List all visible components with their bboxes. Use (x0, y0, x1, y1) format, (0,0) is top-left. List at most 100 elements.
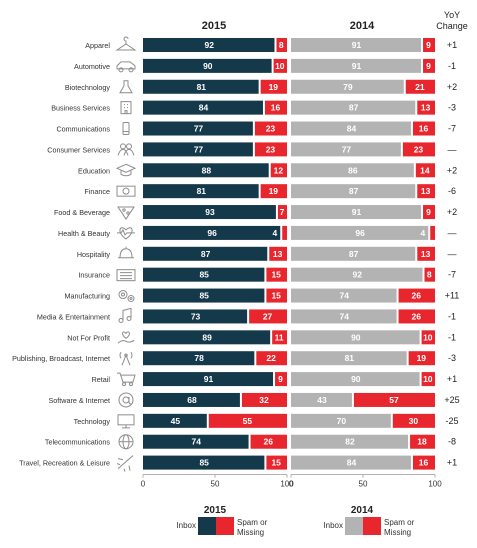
shopping-cart-icon (117, 372, 136, 387)
category-label-apparel: Apparel (85, 41, 110, 50)
bar-2014-inbox-insurance (291, 267, 423, 282)
label-2014-spam-software-internet: 57 (389, 395, 399, 405)
label-2015-spam-travel-recreation-leisure: 15 (271, 458, 281, 468)
label-2015-inbox-education: 88 (202, 165, 212, 175)
bar-2015-spam-telecommunications (250, 434, 287, 449)
label-2014-spam-media-entertainment: 26 (412, 311, 422, 321)
legend-spam-label-2014-line2: Missing (384, 528, 411, 537)
bar-2015-spam-education (270, 163, 287, 178)
legend-spam-label-2015-line2: Missing (237, 528, 264, 537)
yoy-change-apparel: +1 (447, 40, 457, 50)
bar-2014-spam-food-beverage (423, 205, 435, 220)
yoy-change-retail: +1 (447, 374, 457, 384)
bar-2015-inbox-communications (143, 121, 253, 136)
bar-2014-spam-consumer-services (402, 142, 435, 157)
label-2014-spam-insurance: 8 (427, 270, 432, 280)
header-yoy-line1: YoY (444, 10, 460, 20)
bar-2015-spam-communications (254, 121, 287, 136)
label-2014-spam-publishing-broadcast-internet: 19 (417, 353, 427, 363)
category-label-education: Education (78, 166, 110, 175)
label-2014-spam-automotive: 9 (426, 61, 431, 71)
label-2015-inbox-finance: 81 (197, 186, 207, 196)
label-2014-spam-biotechnology: 21 (415, 82, 425, 92)
label-2015-inbox-insurance: 85 (199, 270, 209, 280)
bar-2015-inbox-food-beverage (143, 205, 276, 220)
building-icon (120, 101, 132, 115)
yoy-change-manufacturing: +11 (445, 291, 460, 301)
row-apparel: Apparel 92 8 91 9 +1 (85, 38, 457, 52)
bar-2015-inbox-consumer-services (143, 142, 253, 157)
legend-swatch-spam-2015 (216, 517, 234, 535)
legend-spam-label-2015-line1: Spam or (237, 518, 268, 527)
label-2015-inbox-business-services: 84 (199, 103, 209, 113)
label-2014-inbox-health-beauty: 96 (355, 228, 365, 238)
bar-2014-spam-business-services (417, 100, 435, 115)
yoy-change-business-services: -3 (448, 103, 456, 113)
label-2014-inbox-publishing-broadcast-internet: 81 (345, 353, 355, 363)
bar-2014-spam-apparel (423, 38, 435, 52)
legend-swatch-spam-2014 (363, 517, 381, 535)
bar-2015-inbox-automotive (143, 58, 272, 73)
x-tick-label-2015-0: 0 (141, 480, 146, 489)
row-travel-recreation-leisure: Travel, Recreation & Leisure 85 15 84 16 +1 (19, 455, 457, 470)
row-telecommunications: Telecommunications 74 26 82 18 -8 (45, 434, 456, 449)
bar-2015-spam-not-for-profit (272, 330, 287, 345)
airplane-icon (116, 455, 134, 472)
label-2015-inbox-consumer-services: 77 (194, 144, 204, 154)
bar-2014-spam-automotive (423, 58, 435, 73)
row-health-beauty: Health & Beauty 96 4 96 4 — (58, 225, 457, 240)
label-2015-inbox-hospitality: 87 (201, 249, 211, 259)
bar-2014-inbox-media-entertainment (291, 309, 397, 324)
bar-2014-spam-telecommunications (410, 434, 435, 449)
label-2014-spam-not-for-profit: 10 (423, 332, 433, 342)
label-2014-spam-education: 14 (420, 165, 430, 175)
label-2015-spam-communications: 23 (266, 124, 276, 134)
row-publishing-broadcast-internet: Publishing, Broadcast, Internet 78 22 81 19 -… (12, 351, 456, 366)
flask-icon (119, 80, 133, 94)
bar-2015-inbox-health-beauty (143, 225, 281, 240)
label-2014-spam-retail: 10 (423, 374, 433, 384)
yoy-change-not-for-profit: -1 (448, 332, 456, 342)
category-label-consumer-services: Consumer Services (47, 145, 110, 154)
bar-2015-inbox-media-entertainment (143, 309, 248, 324)
label-2015-spam-publishing-broadcast-internet: 22 (266, 353, 276, 363)
label-2015-spam-automotive: 10 (275, 61, 285, 71)
label-2014-spam-communications: 16 (419, 124, 429, 134)
bar-2014-inbox-consumer-services (291, 142, 401, 157)
row-manufacturing: Manufacturing 85 15 74 26 +11 (64, 288, 460, 303)
bar-2015-spam-insurance (266, 267, 287, 282)
car-icon (116, 61, 136, 73)
bar-2015-inbox-retail (143, 372, 274, 387)
category-label-automotive: Automotive (74, 62, 110, 71)
bar-2014-spam-not-for-profit (421, 330, 435, 345)
label-2014-inbox-business-services: 87 (349, 103, 359, 113)
label-2015-spam-media-entertainment: 27 (263, 311, 273, 321)
label-2014-spam-apparel: 9 (426, 40, 431, 50)
label-2014-inbox-food-beverage: 91 (352, 207, 362, 217)
bar-2015-spam-software-internet (241, 392, 287, 407)
legend-swatch-inbox-2014 (345, 517, 363, 535)
label-2015-inbox-technology: 45 (171, 416, 181, 426)
row-finance: Finance 81 19 87 13 -6 (84, 184, 456, 199)
at-sign-icon (118, 392, 134, 408)
yoy-change-consumer-services: — (448, 144, 457, 154)
heart-pulse-icon (117, 227, 135, 240)
label-2015-spam-telecommunications: 26 (264, 437, 274, 447)
legend-title-2015: 2015 (204, 505, 227, 516)
label-2015-spam-insurance: 15 (271, 270, 281, 280)
label-2015-spam-biotechnology: 19 (269, 82, 279, 92)
label-2015-spam-consumer-services: 23 (266, 144, 276, 154)
label-2014-inbox-retail: 90 (351, 374, 361, 384)
bar-2015-spam-automotive (273, 58, 287, 73)
x-tick-label-2015-50: 50 (211, 480, 220, 489)
yoy-change-food-beverage: +2 (447, 207, 457, 217)
bar-2014-inbox-finance (291, 184, 416, 199)
yoy-change-hospitality: — (448, 249, 457, 259)
bar-2014-spam-media-entertainment (398, 309, 435, 324)
bar-2015-spam-food-beverage (277, 205, 287, 220)
bar-2014-spam-biotechnology (405, 79, 435, 94)
category-label-food-beverage: Food & Beverage (54, 208, 110, 217)
category-label-publishing-broadcast-internet: Publishing, Broadcast, Internet (12, 354, 110, 363)
